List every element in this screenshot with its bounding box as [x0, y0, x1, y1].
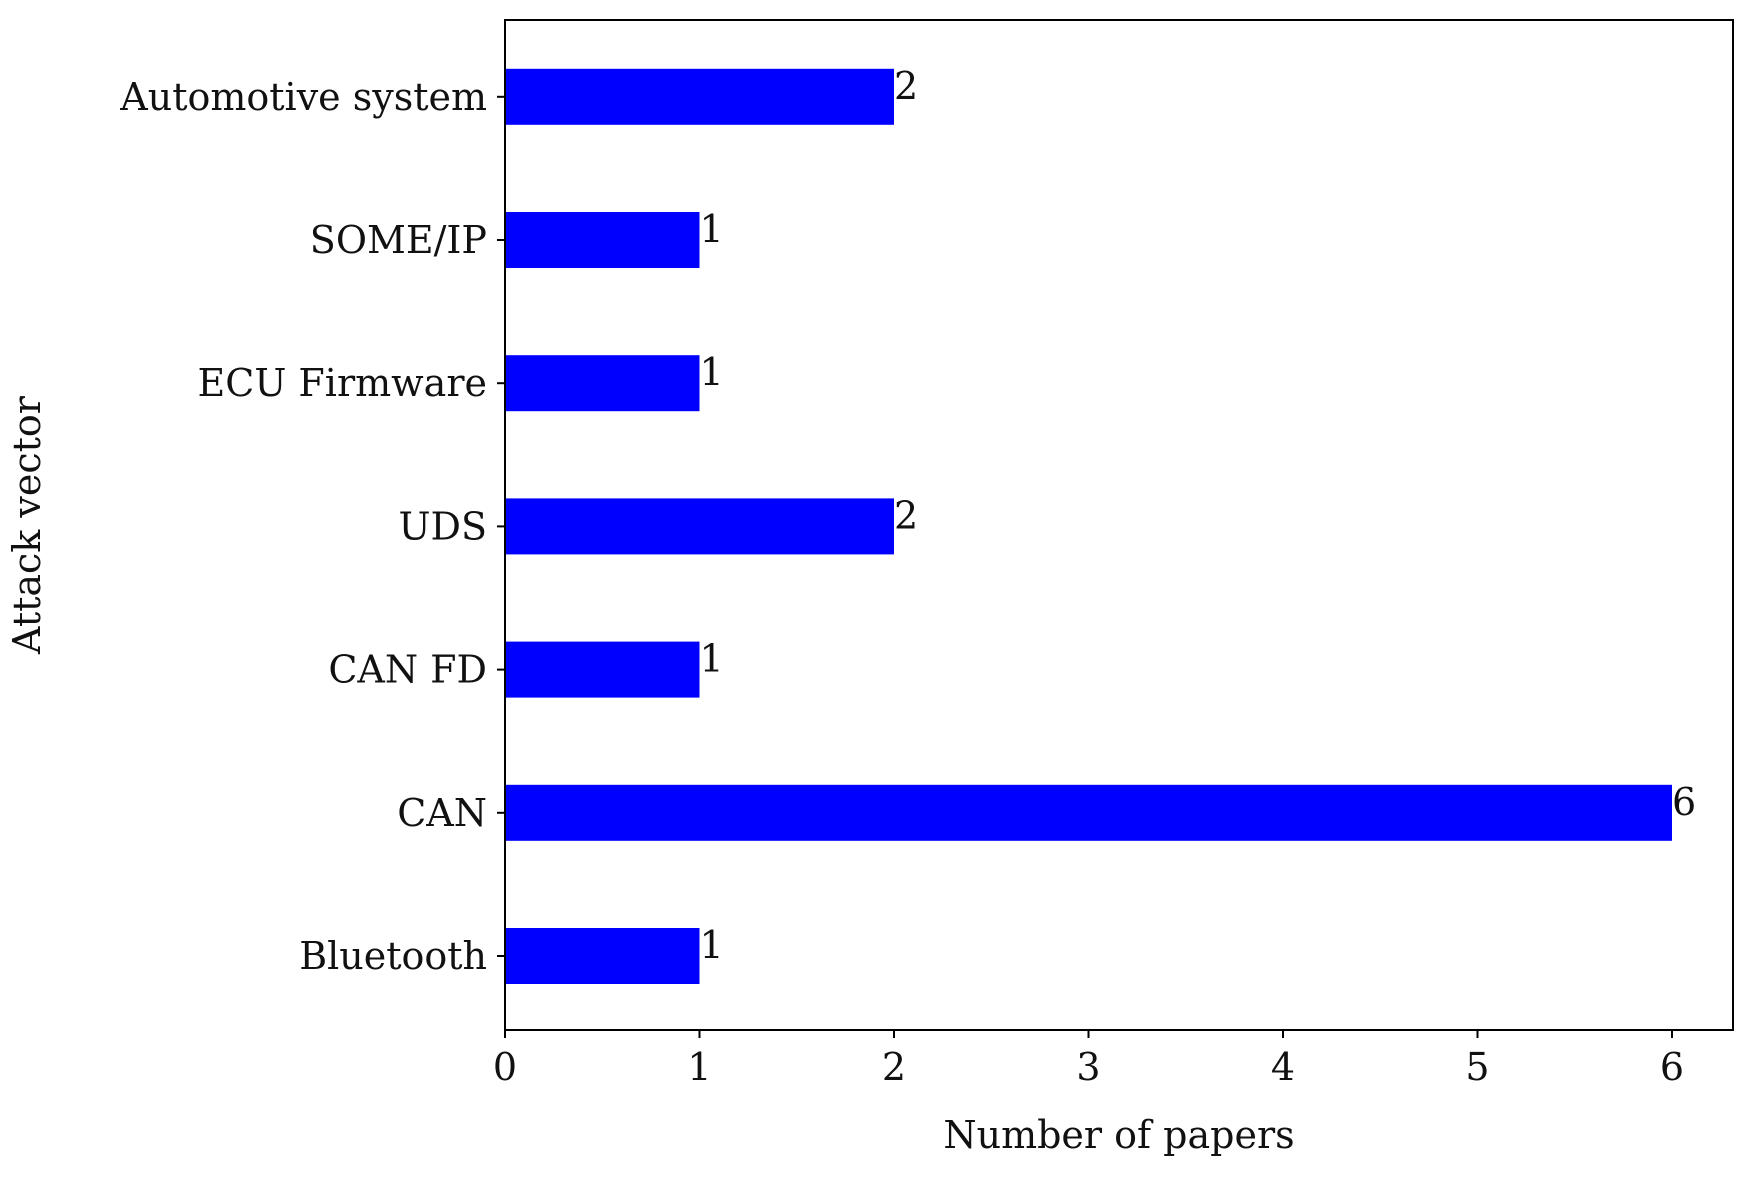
bar-can [505, 784, 1672, 841]
bar-automotive-system [505, 68, 894, 125]
y-axis-ticks: Bluetooth CAN CAN FD UDS ECU Firmware SOME/IP… [119, 75, 505, 978]
bar-can-fd [505, 641, 700, 698]
x-tick-label: 3 [1076, 1045, 1100, 1089]
x-tick-label: 4 [1271, 1045, 1295, 1089]
y-tick-label: CAN [397, 791, 487, 835]
bar-uds [505, 498, 894, 555]
plot-frame [504, 19, 1734, 1031]
y-tick-label: ECU Firmware [198, 361, 487, 405]
bar-value-label: 1 [700, 923, 724, 967]
bar-value-label: 2 [894, 493, 918, 537]
x-tick-label: 0 [493, 1045, 517, 1089]
y-tick-label: Automotive system [119, 75, 487, 119]
bar-value-label: 6 [1672, 780, 1696, 824]
x-tick-label: 5 [1465, 1045, 1489, 1089]
bar-value-label: 2 [894, 64, 918, 108]
bar-ecu-firmware [505, 355, 700, 412]
y-tick-label: CAN FD [328, 648, 487, 692]
x-tick-label: 2 [882, 1045, 906, 1089]
y-tick-label: Bluetooth [299, 934, 487, 978]
x-axis-ticks: 0 1 2 3 4 5 6 [493, 1030, 1684, 1089]
y-tick-label: SOME/IP [310, 218, 487, 262]
bar-value-labels: 1 6 1 2 1 1 2 [700, 64, 1697, 967]
bars-layer [505, 68, 1672, 984]
bar-value-label: 1 [700, 637, 724, 681]
bar-some-ip [505, 212, 700, 268]
bar-value-label: 1 [700, 350, 724, 394]
x-axis-title: Number of papers [943, 1113, 1294, 1157]
y-tick-label: UDS [398, 504, 487, 548]
x-tick-label: 1 [687, 1045, 711, 1089]
x-tick-label: 6 [1660, 1045, 1684, 1089]
bar-value-label: 1 [700, 207, 724, 251]
y-axis-title: Attack vector [5, 395, 49, 655]
bar-bluetooth [505, 928, 700, 984]
